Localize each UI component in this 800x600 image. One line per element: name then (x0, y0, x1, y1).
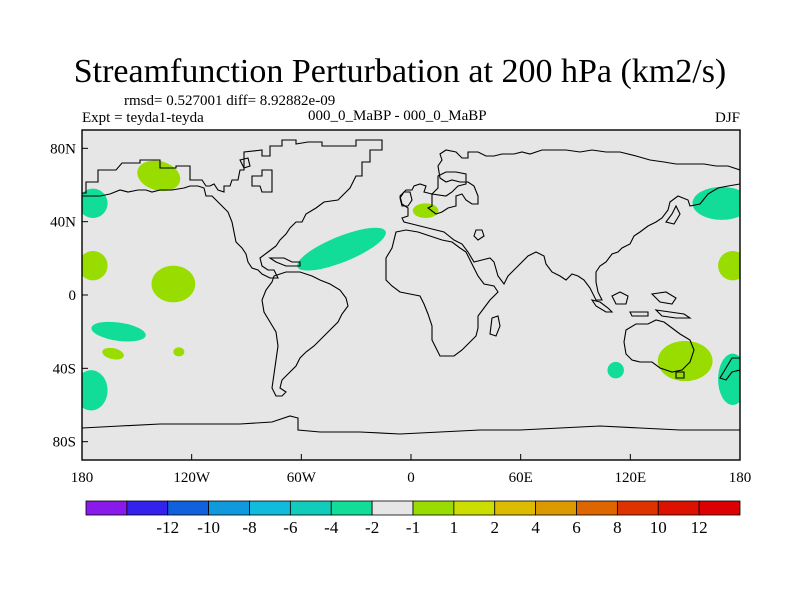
colorbar-swatch (371, 500, 414, 516)
season-label: DJF (714, 110, 740, 126)
colorbar-swatch (289, 500, 332, 516)
colorbar-label: 2 (491, 518, 500, 537)
colorbar-swatch (85, 500, 128, 516)
colorbar-label: 8 (613, 518, 622, 537)
colorbar-swatch (249, 500, 291, 516)
coastline-south-america (261, 271, 349, 397)
anomaly-region-13 (607, 361, 624, 379)
coastline-tasmania (675, 371, 685, 379)
coastline-hudson-bay (251, 169, 273, 193)
colorbar-label: -8 (242, 518, 256, 537)
lat-tick-label: 0 (69, 288, 77, 304)
colorbar-label: 4 (531, 518, 540, 537)
lon-tick-label: 60W (287, 470, 317, 486)
case-label: 000_0_MaBP - 000_0_MaBP (308, 108, 487, 124)
anomaly-region-11 (692, 186, 740, 220)
colorbar-swatch (167, 500, 210, 516)
lon-tick-label: 180 (729, 470, 752, 486)
coastline-scandinavia (430, 171, 467, 197)
colorbar-label: -6 (283, 518, 297, 537)
map-background (82, 130, 740, 460)
anomaly-region-5 (91, 321, 146, 342)
anomaly-region-6 (102, 347, 124, 360)
coastline-madagascar (489, 315, 501, 337)
coastline-africa (385, 229, 499, 357)
coastline-new-zealand (719, 357, 740, 381)
lon-tick-label: 60E (509, 470, 533, 486)
coastline-baffin (239, 157, 251, 169)
colorbar-label: -2 (365, 518, 379, 537)
anomaly-region-4 (151, 265, 196, 303)
colorbar-swatch (657, 500, 700, 516)
coastline-caribbean (268, 257, 301, 267)
colorbar-label: 10 (650, 518, 667, 537)
colorbar-label: -1 (406, 518, 420, 537)
chart-title: Streamfunction Perturbation at 200 hPa (… (73, 53, 727, 90)
lon-tick-label: 120W (173, 470, 211, 486)
lon-tick-label: 180 (71, 470, 94, 486)
anomaly-region-9 (297, 227, 386, 271)
colorbar-swatch (616, 500, 659, 516)
experiment-label: Expt = teyda1-teyda (82, 110, 204, 126)
anomaly-region-10 (412, 203, 439, 219)
coastline-antarctica (82, 415, 740, 435)
colorbar-label: -10 (197, 518, 220, 537)
colorbar-swatch (698, 500, 741, 516)
colorbar-swatch (494, 500, 537, 516)
stats-line: rmsd= 0.527001 diff= 8.92882e-09 (124, 93, 336, 109)
coastline-japan (665, 204, 681, 225)
coastline-eurasia (399, 149, 740, 301)
lon-tick-label: 120E (614, 470, 646, 486)
coastline-australia (623, 319, 695, 373)
colorbar-swatch (412, 500, 455, 516)
colorbar-swatch (453, 500, 496, 516)
anomaly-region-7 (173, 347, 185, 357)
coastline-indonesia (590, 291, 692, 319)
lat-tick-label: 80S (53, 435, 76, 451)
lat-tick-label: 40N (50, 215, 76, 231)
colorbar-swatch (208, 500, 250, 516)
colorbar-label: -12 (156, 518, 179, 537)
lat-tick-label: 40S (53, 361, 76, 377)
map-axes: 180 120W 60W 0 60E 120E 180 80N 40N 0 40S 80S (50, 141, 751, 486)
colorbar-label: 6 (572, 518, 581, 537)
colorbar-swatch (535, 500, 577, 516)
lon-tick-label: 0 (407, 470, 415, 486)
anomaly-region-3 (82, 251, 108, 281)
anomaly-region-15 (718, 353, 740, 405)
anomaly-region-8 (82, 370, 108, 411)
colorbar-swatch (576, 500, 618, 516)
lat-tick-label: 80N (50, 141, 76, 157)
colorbar-label: -4 (324, 518, 339, 537)
coastlines (82, 139, 740, 435)
anomaly-region-12 (718, 251, 740, 281)
colorbar-label: 1 (450, 518, 459, 537)
colorbar-label: 12 (691, 518, 708, 537)
anomaly-region-14 (657, 340, 713, 382)
coastline-british-isles (399, 191, 413, 207)
colorbar-swatch (126, 500, 169, 516)
colorbar-swatch (330, 500, 373, 516)
coastline-north-america (82, 139, 383, 279)
colorbar: -12 -10 -8 -6 -4 -2 -1 1 2 4 6 8 10 12 (85, 500, 741, 537)
coastline-caspian (473, 229, 485, 241)
